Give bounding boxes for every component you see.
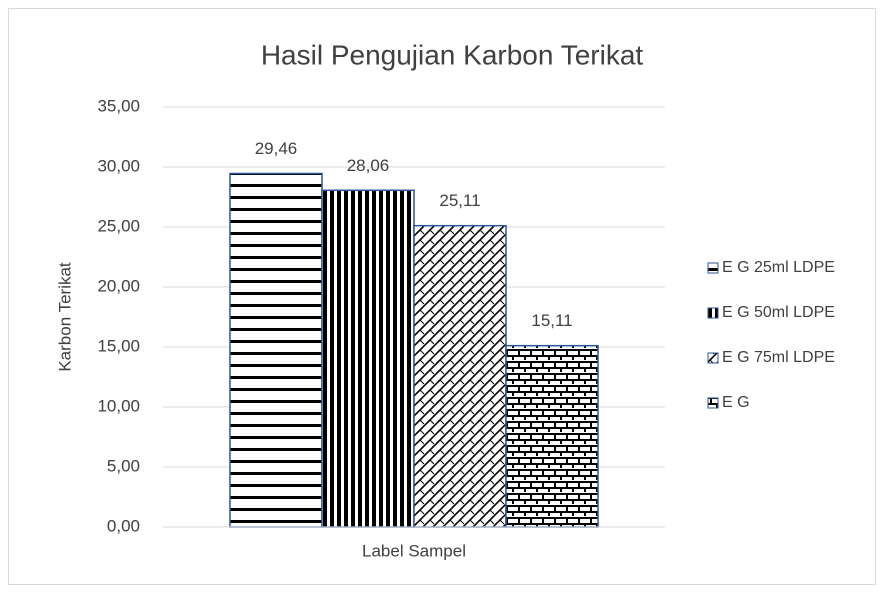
y-axis-label: Karbon Terikat (55, 262, 74, 372)
y-tick-label: 15,00 (97, 336, 140, 355)
y-tick-label: 35,00 (97, 96, 140, 115)
legend-label: E G 75ml LDPE (722, 349, 835, 366)
value-label: 15,11 (531, 311, 572, 330)
y-tick-label: 25,00 (97, 216, 140, 235)
legend-label: E G 50ml LDPE (722, 304, 835, 321)
bar (321, 189, 415, 528)
y-tick-label: 30,00 (97, 156, 140, 175)
legend-swatch (707, 352, 719, 364)
value-label: 25,11 (439, 191, 480, 210)
legend-label: E G (722, 394, 750, 411)
legend-label: E G 25ml LDPE (722, 259, 835, 276)
x-tick-label: Label Sampel (362, 541, 466, 560)
legend-swatch (707, 397, 719, 409)
value-label: 28,06 (347, 156, 390, 175)
y-tick-label: 20,00 (97, 276, 140, 295)
y-tick-label: 5,00 (107, 456, 140, 475)
bar (505, 344, 599, 528)
bar (229, 172, 323, 528)
chart-title: Hasil Pengujian Karbon Terikat (261, 39, 644, 70)
legend-swatch (707, 262, 719, 274)
y-tick-label: 10,00 (97, 396, 140, 415)
value-label: 29,46 (255, 139, 298, 158)
bar (413, 224, 507, 528)
y-tick-label: 0,00 (107, 516, 140, 535)
legend-swatch (707, 307, 719, 319)
